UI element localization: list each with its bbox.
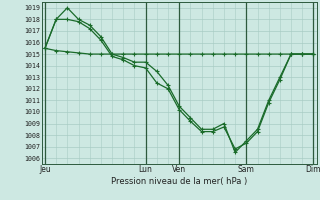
X-axis label: Pression niveau de la mer( hPa ): Pression niveau de la mer( hPa ) [111, 177, 247, 186]
